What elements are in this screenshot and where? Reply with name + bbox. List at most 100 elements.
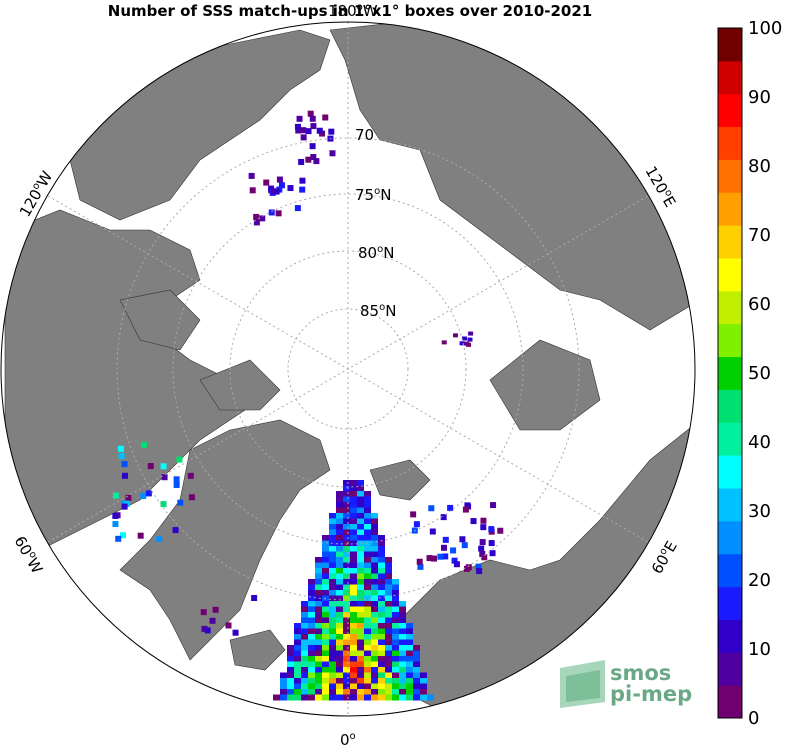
data-cell xyxy=(343,518,350,525)
data-cell xyxy=(276,176,283,183)
data-cell xyxy=(301,623,308,629)
data-cell xyxy=(378,612,385,618)
data-cell xyxy=(301,672,308,679)
data-cell xyxy=(371,683,378,690)
data-cell xyxy=(301,667,308,673)
data-cell xyxy=(350,513,357,519)
data-cell xyxy=(357,678,364,684)
data-cell xyxy=(392,650,399,657)
data-cell xyxy=(343,562,350,569)
data-cell xyxy=(329,568,336,574)
data-cell xyxy=(315,557,322,563)
data-cell xyxy=(413,521,420,528)
lat-label-85: 85oN xyxy=(360,302,396,320)
data-cell xyxy=(350,546,357,552)
data-cell xyxy=(295,127,302,134)
data-cell xyxy=(357,496,364,503)
data-cell xyxy=(273,694,280,701)
data-cell xyxy=(315,672,322,679)
data-cell xyxy=(294,683,301,690)
data-cell xyxy=(350,678,357,684)
data-cell xyxy=(343,645,350,651)
data-cell xyxy=(301,683,308,690)
data-cell xyxy=(392,612,399,618)
data-cell xyxy=(392,579,399,585)
data-cell xyxy=(329,683,336,690)
data-cell xyxy=(357,683,364,690)
data-cell xyxy=(371,535,378,541)
data-cell xyxy=(350,573,357,580)
data-cell xyxy=(322,672,329,679)
colorbar-cell xyxy=(718,126,742,160)
data-cell xyxy=(300,127,307,134)
data-cell xyxy=(392,678,399,684)
data-cell xyxy=(287,667,294,673)
data-cell xyxy=(329,546,336,552)
data-cell xyxy=(160,501,167,508)
data-cell xyxy=(371,513,378,519)
data-cell xyxy=(371,529,378,536)
data-cell xyxy=(336,661,343,668)
colorbar-tick-label: 70 xyxy=(748,225,771,246)
data-cell xyxy=(385,645,392,651)
data-cell xyxy=(301,639,308,646)
data-cell xyxy=(336,502,343,508)
data-cell xyxy=(315,694,322,701)
data-cell xyxy=(308,606,315,613)
data-cell xyxy=(329,689,336,695)
data-cell xyxy=(399,601,406,607)
data-cell xyxy=(399,639,406,646)
data-cell xyxy=(385,639,392,646)
data-cell xyxy=(447,504,454,511)
land-iceland xyxy=(229,629,286,671)
data-cell xyxy=(420,689,427,695)
data-cell xyxy=(322,584,329,591)
data-cell xyxy=(357,601,364,607)
data-cell xyxy=(322,683,329,690)
data-cell xyxy=(357,639,364,646)
data-cell xyxy=(278,182,285,189)
data-cell xyxy=(329,634,336,640)
data-cell xyxy=(156,535,163,542)
data-cell xyxy=(336,650,343,657)
colorbar-cell xyxy=(718,60,742,95)
colorbar-tick-label: 0 xyxy=(748,708,759,729)
data-cell xyxy=(322,623,329,629)
data-cell xyxy=(287,650,294,657)
data-cell xyxy=(378,601,385,607)
data-cell xyxy=(378,584,385,591)
data-cell xyxy=(308,650,315,657)
data-cell xyxy=(357,529,364,536)
data-cell xyxy=(336,507,343,514)
data-cell xyxy=(343,634,350,640)
lat-label-80: 80oN xyxy=(358,244,394,262)
data-cell xyxy=(112,512,119,519)
data-cell xyxy=(357,667,364,673)
data-cell xyxy=(378,540,385,547)
data-cell xyxy=(322,617,329,624)
data-cell xyxy=(115,535,122,542)
data-cell xyxy=(371,557,378,563)
data-cell xyxy=(385,656,392,662)
data-cell xyxy=(112,492,119,499)
data-cell xyxy=(364,606,371,613)
data-cell xyxy=(441,340,447,345)
colorbar-tick-label: 80 xyxy=(748,156,771,177)
data-cell xyxy=(294,639,301,646)
data-cell xyxy=(336,639,343,646)
data-cell xyxy=(399,606,406,613)
data-cell xyxy=(378,568,385,574)
data-cell xyxy=(364,496,371,503)
data-cell xyxy=(350,612,357,618)
data-cell xyxy=(287,678,294,684)
colorbar-tick-label: 30 xyxy=(748,501,771,522)
data-cell xyxy=(315,612,322,618)
data-cell xyxy=(315,689,322,695)
data-cell xyxy=(343,491,350,497)
data-cell xyxy=(336,496,343,503)
data-cell xyxy=(294,661,301,668)
colorbar-cell xyxy=(718,520,742,555)
data-cell xyxy=(310,154,317,161)
data-cell xyxy=(399,612,406,618)
